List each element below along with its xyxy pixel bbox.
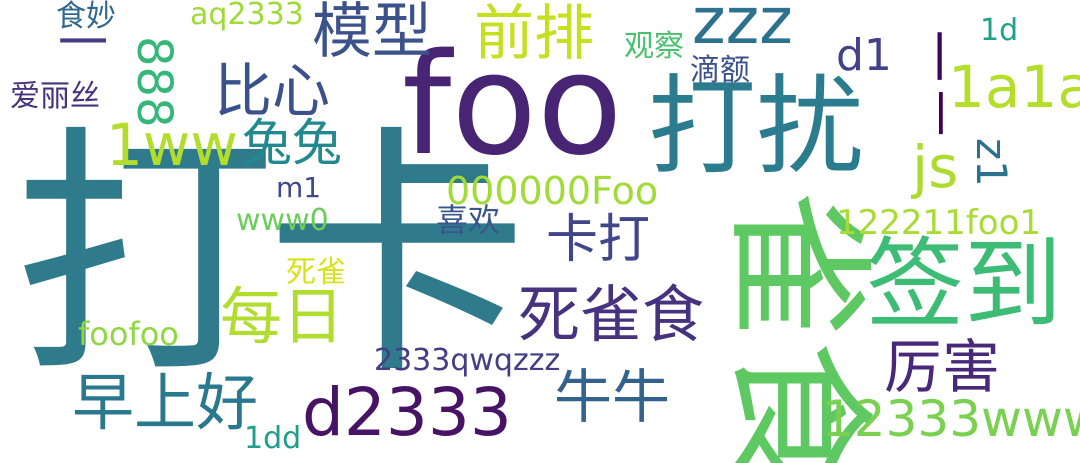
word-qiandao: 签到 [866,228,1063,342]
word-vbar2: 一 [912,90,966,136]
word-darao: 打扰 [648,65,865,190]
word-zzz: zzz [692,0,793,59]
word-dinge: 滴额 [690,53,750,88]
word-d1: d1 [836,30,892,81]
word-siqueshi2: 死雀 [286,255,346,290]
word-vbar: 一 [906,30,966,83]
word-shimiao: 食妙 [56,0,116,34]
word-kada: 卡打 [546,210,651,270]
word-js: js [912,133,959,201]
word-guancha: 观察 [624,29,684,64]
word-m1: m1 [276,171,322,204]
word-1d: 1d [980,13,1019,48]
word-bixin: 比心 [214,57,331,125]
word-12333www: 12333www [822,390,1080,448]
word-moxing: 模型 [312,0,432,67]
word-siqueshi: 死雀食 [518,278,705,351]
word-122211foo1: 122211foo1 [836,203,1041,243]
word-www0: www0 [236,203,329,238]
word-foo: foo [402,24,623,187]
word-1dd: 1dd [244,421,302,456]
word-1ww: 1ww [106,111,238,179]
word-foofoo: foofoo [78,315,179,353]
word-xihuan: 喜欢 [436,201,501,239]
word-daka: 打卡 [14,104,528,409]
word-000000Foo: 000000Foo [446,169,659,213]
word-1a1a: 1a1a [948,53,1080,121]
word-d2333: d2333 [302,374,512,451]
word-lihai: 厉害 [884,333,1001,401]
word-zaoshanghao: 早上好 [72,366,259,439]
word-tutu: 兔兔 [242,114,342,172]
word-meiri: 每日 [220,280,345,353]
word-2333qwqzzz: 2333qwqzzz [374,343,561,378]
word-dash: 一 [58,14,108,72]
word-aili: 爱丽丝 [10,79,100,114]
word-888: 888 [126,36,182,128]
word-qianpai: 前排 [474,0,594,69]
word-niuniu: 牛牛 [554,363,671,431]
word-z1: z1 [967,138,1016,187]
word-aq2333: aq2333 [190,0,304,32]
